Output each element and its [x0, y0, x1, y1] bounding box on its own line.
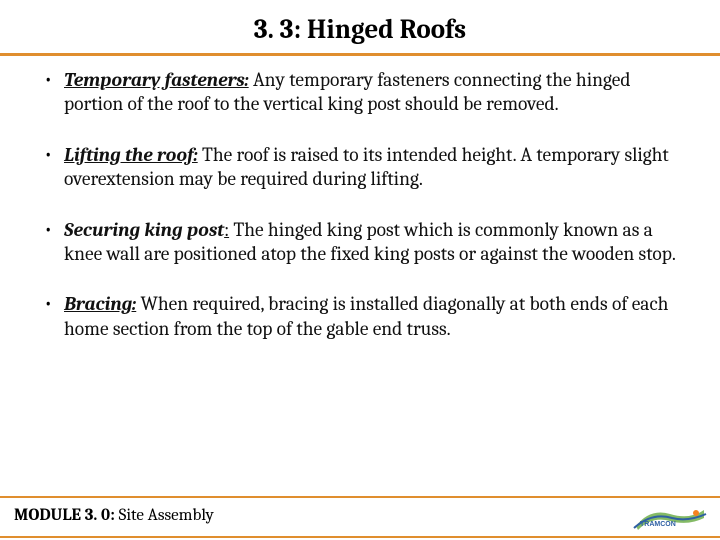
slide-title: 3. 3: Hinged Roofs: [0, 14, 720, 45]
list-item: Bracing: When required, bracing is insta…: [40, 292, 680, 341]
logo-text: TRAMCON: [640, 521, 676, 528]
title-area: 3. 3: Hinged Roofs: [0, 0, 720, 51]
module-label: MODULE 3. 0:: [14, 506, 115, 525]
list-item: Temporary fasteners: Any temporary faste…: [40, 68, 680, 117]
footer: MODULE 3. 0: Site Assembly TRAMCON: [0, 496, 720, 540]
bullet-term: Bracing:: [64, 292, 136, 315]
footer-divider-bottom: [0, 536, 720, 538]
module-title: Site Assembly: [115, 506, 214, 525]
footer-text: MODULE 3. 0: Site Assembly: [14, 506, 214, 525]
logo-svg: TRAMCON: [632, 506, 708, 534]
slide: 3. 3: Hinged Roofs Temporary fasteners: …: [0, 0, 720, 540]
bullet-text: When required, bracing is installed diag…: [64, 292, 668, 339]
bullet-term: Securing king post: [64, 218, 224, 241]
bullet-list: Temporary fasteners: Any temporary faste…: [40, 68, 680, 341]
bullet-term: Temporary fasteners:: [64, 68, 249, 91]
footer-divider-top: [0, 496, 720, 498]
bullet-term: Lifting the roof:: [64, 143, 198, 166]
list-item: Securing king post: The hinged king post…: [40, 218, 680, 267]
tramcon-logo: TRAMCON: [632, 506, 708, 534]
body-area: Temporary fasteners: Any temporary faste…: [0, 56, 720, 540]
list-item: Lifting the roof: The roof is raised to …: [40, 143, 680, 192]
